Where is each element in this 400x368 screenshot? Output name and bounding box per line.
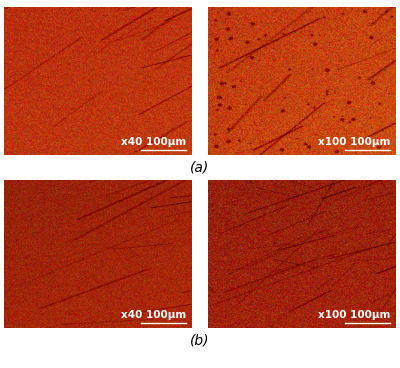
Text: x100 100μm: x100 100μm xyxy=(318,137,390,147)
Text: x40 100μm: x40 100μm xyxy=(121,310,186,320)
Text: (b): (b) xyxy=(190,333,210,347)
Text: (a): (a) xyxy=(190,160,210,174)
Text: x100 100μm: x100 100μm xyxy=(318,310,390,320)
Text: x40 100μm: x40 100μm xyxy=(121,137,186,147)
